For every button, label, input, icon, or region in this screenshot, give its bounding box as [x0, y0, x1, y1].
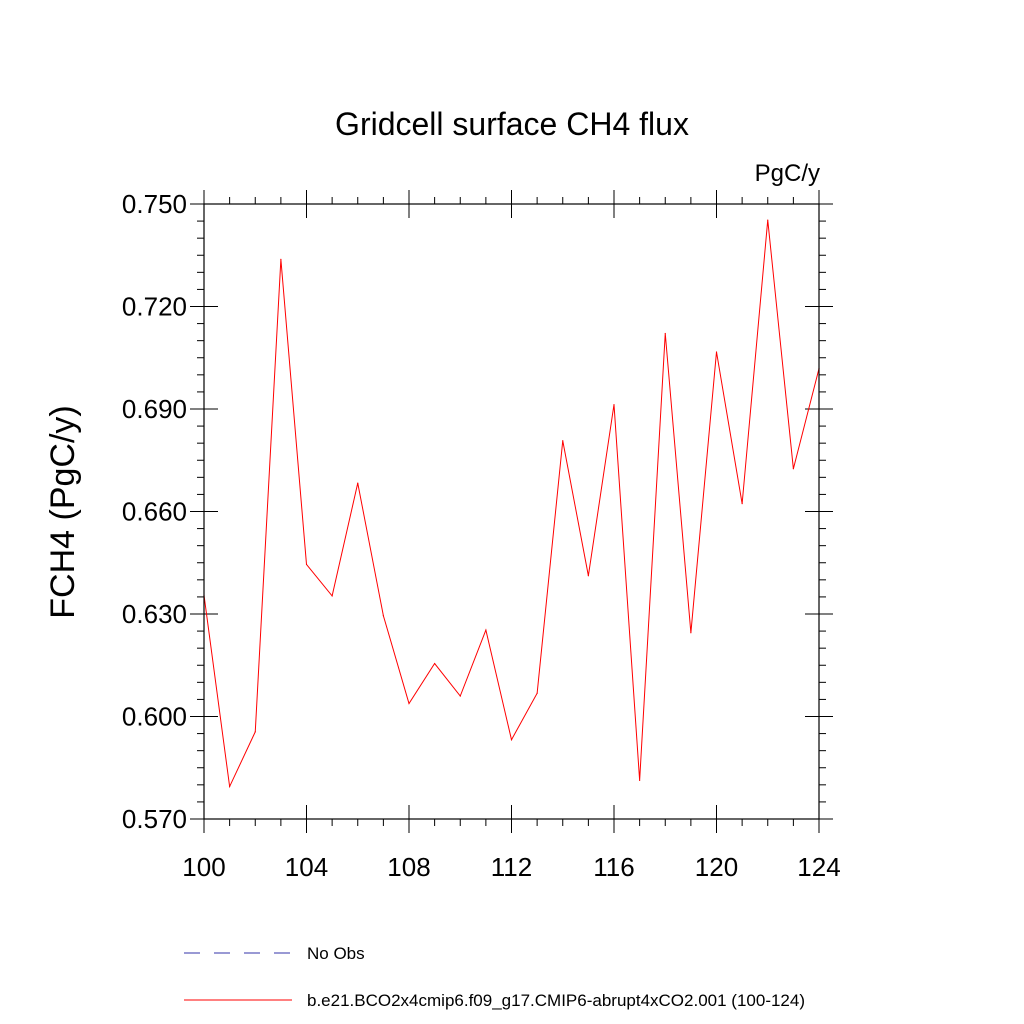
- minor-ticks: [197, 197, 826, 826]
- data-point: [536, 692, 538, 694]
- x-tick-label: 124: [797, 852, 840, 882]
- x-tick-label: 108: [387, 852, 430, 882]
- legend-label-no-obs: No Obs: [307, 944, 365, 963]
- data-point: [613, 403, 615, 406]
- y-tick-label: 0.630: [122, 599, 187, 629]
- x-tick-labels: 100 104 108 112 116 120 124: [182, 852, 840, 882]
- data-point: [434, 662, 436, 665]
- x-tick-label: 112: [491, 852, 532, 882]
- data-point: [792, 468, 794, 470]
- y-axis-label: FCH4 (PgC/y): [44, 405, 82, 618]
- x-tick-label: 100: [182, 852, 225, 882]
- data-point: [331, 595, 333, 597]
- data-point: [639, 779, 641, 781]
- y-tick-label: 0.660: [122, 497, 187, 527]
- data-point: [664, 332, 666, 335]
- x-tick-label: 116: [593, 852, 634, 882]
- y-tick-label: 0.570: [122, 804, 187, 834]
- y-tick-label: 0.720: [122, 292, 187, 322]
- legend: No Obs b.e21.BCO2x4cmip6.f09_g17.CMIP6-a…: [184, 944, 805, 1010]
- series-line-0: [203, 220, 820, 789]
- y-tick-label: 0.690: [122, 394, 187, 424]
- data-point: [357, 482, 359, 484]
- data-point: [382, 615, 384, 617]
- data-point: [459, 695, 461, 697]
- data-point: [587, 575, 589, 577]
- plot-frame: [203, 203, 820, 820]
- data-point: [305, 563, 308, 566]
- x-tick-label: 120: [695, 852, 738, 882]
- data-point: [562, 440, 564, 442]
- data-point: [254, 731, 256, 733]
- data-point: [690, 632, 692, 634]
- data-point: [408, 702, 410, 705]
- data-point: [767, 219, 769, 221]
- data-point: [741, 503, 743, 505]
- legend-label-model-run: b.e21.BCO2x4cmip6.f09_g17.CMIP6-abrupt4x…: [307, 991, 805, 1010]
- y-tick-label: 0.750: [122, 189, 187, 219]
- y-tick-labels: 0.570 0.600 0.630 0.660 0.690 0.720 0.750: [122, 189, 187, 834]
- data-point: [229, 785, 231, 788]
- data-point: [510, 739, 513, 741]
- data-point: [715, 351, 718, 353]
- data-point: [280, 258, 282, 260]
- x-tick-label: 104: [285, 852, 328, 882]
- major-ticks: [190, 190, 833, 833]
- units-label: PgC/y: [755, 160, 820, 187]
- data-point: [485, 629, 487, 631]
- chart-title: Gridcell surface CH4 flux: [335, 106, 689, 142]
- y-tick-label: 0.600: [122, 702, 187, 732]
- series-layer: [203, 219, 820, 789]
